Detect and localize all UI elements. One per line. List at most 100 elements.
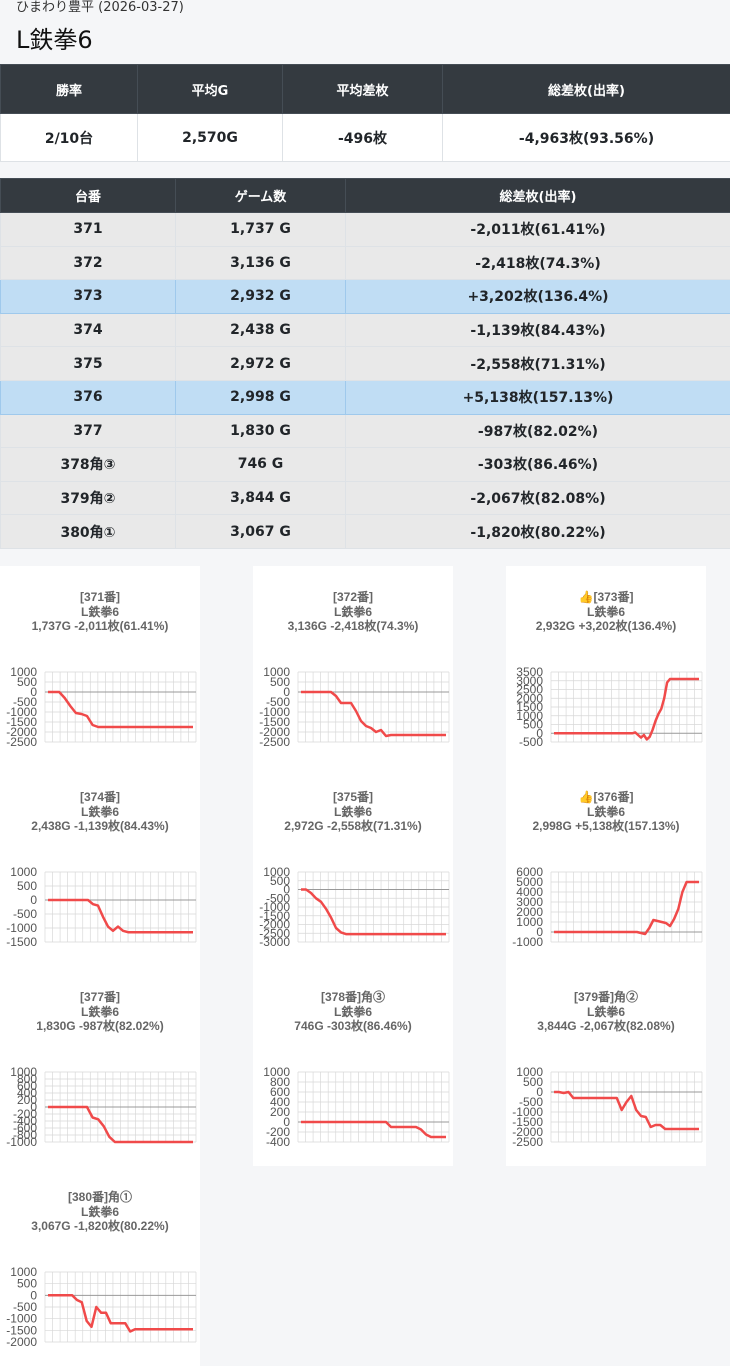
y-tick-label: -2500 <box>259 735 290 746</box>
table-row[interactable]: 379角② 3,844 G -2,067枚(82.08%) <box>0 480 730 516</box>
machine-chart-card: [372番] L鉄拳6 3,136G -2,418枚(74.3%) 1000 500 0-… <box>253 566 453 766</box>
machine-diff: +3,202枚(136.4%) <box>345 279 730 314</box>
y-tick-label: -1500 <box>259 909 290 923</box>
machine-games: 3,844 G <box>175 480 346 516</box>
y-tick-label: 0 <box>283 1115 290 1129</box>
summary-header-avg-diff: 平均差枚 <box>282 64 443 114</box>
y-tick-label: 1000 <box>263 1066 290 1079</box>
table-row[interactable]: 380角① 3,067 G -1,820枚(80.22%) <box>0 514 730 549</box>
machine-games: 1,830 G <box>175 413 346 449</box>
machine-games: 2,972 G <box>175 346 346 381</box>
y-tick-label: -500 <box>519 1095 543 1109</box>
machine-table: 台番 ゲーム数 総差枚(出率) 371 1,737 G -2,011枚(61.41%… <box>0 178 730 549</box>
machine-games: 2,998 G <box>175 379 346 415</box>
chart-title-model: L鉄拳6 <box>586 604 625 619</box>
y-tick-label: 0 <box>283 883 290 897</box>
y-tick-label: 6000 <box>516 866 543 879</box>
summary-header-win-rate: 勝率 <box>0 64 138 114</box>
diff-series-line <box>48 1294 193 1333</box>
summary-win-rate: 2/10台 <box>0 113 138 162</box>
machine-number: 379角② <box>0 480 176 516</box>
y-tick-label: -800 <box>13 1128 37 1142</box>
y-tick-label: 600 <box>17 1079 37 1093</box>
diff-series-line <box>554 1090 699 1131</box>
machine-games: 746 G <box>175 447 346 482</box>
machine-diff: -2,011枚(61.41%) <box>345 212 730 247</box>
y-tick-label: 1000 <box>10 866 37 879</box>
table-row[interactable]: 377 1,830 G -987枚(82.02%) <box>0 413 730 449</box>
machine-games: 3,067 G <box>175 514 346 549</box>
y-tick-label: -2500 <box>6 735 37 746</box>
chart-title-model: L鉄拳6 <box>333 804 372 819</box>
diff-series-line <box>301 690 446 738</box>
y-tick-label: 3000 <box>516 895 543 909</box>
machine-number: 371 <box>0 212 176 247</box>
machine-chart-card: [378番]角③ L鉄拳6 746G -303枚(86.46%) 1000 800 600… <box>253 966 453 1166</box>
y-tick-label: 2000 <box>516 691 543 705</box>
table-row[interactable]: 372 3,136 G -2,418枚(74.3%) <box>0 245 730 281</box>
table-row[interactable]: 378角③ 746 G -303枚(86.46%) <box>0 447 730 482</box>
chart-caption: [372番] L鉄拳6 3,136G -2,418枚(74.3%) <box>253 590 453 634</box>
y-tick-label: -200 <box>13 1107 37 1121</box>
machine-chart-card: [379番]角② L鉄拳6 3,844G -2,067枚(82.08%) 1000 50… <box>506 966 706 1166</box>
y-tick-label: 0 <box>30 1288 37 1302</box>
chart-title-machine: 👍[376番] <box>578 790 634 804</box>
chart-title-model: L鉄拳6 <box>586 804 625 819</box>
chart-title-model: L鉄拳6 <box>80 1204 119 1219</box>
chart-title-stats: 3,136G -2,418枚(74.3%) <box>287 619 419 633</box>
y-tick-label: -500 <box>266 891 290 905</box>
y-tick-label: -2500 <box>512 1135 543 1146</box>
chart-title-machine: [377番] <box>79 990 120 1004</box>
chart-title-machine: [379番]角② <box>573 990 638 1004</box>
machine-games: 1,737 G <box>175 212 346 247</box>
y-tick-label: -1000 <box>259 900 290 914</box>
chart-title-model: L鉄拳6 <box>586 1004 625 1019</box>
y-tick-label: -1000 <box>6 1312 37 1326</box>
chart-caption: [380番]角① L鉄拳6 3,067G -1,820枚(80.22%) <box>0 1190 200 1234</box>
y-tick-label: 4000 <box>516 885 543 899</box>
summary-avg-games: 2,570G <box>137 113 283 162</box>
table-row[interactable]: 374 2,438 G -1,139枚(84.43%) <box>0 312 730 348</box>
diff-series-line <box>48 1105 193 1144</box>
diff-series-line <box>301 888 446 936</box>
chart-title-machine: [374番] <box>79 790 120 804</box>
y-tick-label: 500 <box>270 675 290 689</box>
table-row[interactable]: 373 2,932 G +3,202枚(136.4%) <box>0 279 730 314</box>
machine-number: 372 <box>0 245 176 281</box>
y-tick-label: -2000 <box>259 725 290 739</box>
y-tick-label: 500 <box>523 1075 543 1089</box>
chart-caption: [375番] L鉄拳6 2,972G -2,558枚(71.31%) <box>253 790 453 834</box>
y-tick-label: 0 <box>30 893 37 907</box>
chart-title-model: L鉄拳6 <box>80 604 119 619</box>
y-tick-label: -1000 <box>6 921 37 935</box>
table-row[interactable]: 376 2,998 G +5,138枚(157.13%) <box>0 379 730 415</box>
chart-title-model: L鉄拳6 <box>80 1004 119 1019</box>
y-tick-label: -2000 <box>6 725 37 739</box>
y-tick-label: -1000 <box>6 1135 37 1146</box>
table-row[interactable]: 371 1,737 G -2,011枚(61.41%) <box>0 212 730 247</box>
y-tick-label: 0 <box>536 726 543 740</box>
table-row[interactable]: 375 2,972 G -2,558枚(71.31%) <box>0 346 730 381</box>
y-tick-label: -1000 <box>512 935 543 946</box>
chart-title-machine: [371番] <box>79 590 120 604</box>
chart-caption: [379番]角② L鉄拳6 3,844G -2,067枚(82.08%) <box>506 990 706 1034</box>
summary-row: 2/10台 2,570G -496枚 -4,963枚(93.56%) <box>0 113 730 162</box>
y-tick-label: -1000 <box>512 1105 543 1119</box>
y-tick-label: 0 <box>283 685 290 699</box>
summary-table: 勝率 平均G 平均差枚 総差枚(出率) 2/10台 2,570G -496枚 -… <box>0 64 730 162</box>
machine-diff: -1,820枚(80.22%) <box>345 514 730 549</box>
y-tick-label: 200 <box>270 1105 290 1119</box>
machine-diff: -303枚(86.46%) <box>345 447 730 482</box>
chart-title-stats: 3,067G -1,820枚(80.22%) <box>31 1219 169 1233</box>
chart-title-machine: [380番]角① <box>67 1190 132 1204</box>
machine-games: 2,932 G <box>175 279 346 314</box>
chart-title-stats: 746G -303枚(86.46%) <box>294 1019 412 1033</box>
diff-series-line <box>301 1120 446 1139</box>
y-tick-label: 1500 <box>516 700 543 714</box>
